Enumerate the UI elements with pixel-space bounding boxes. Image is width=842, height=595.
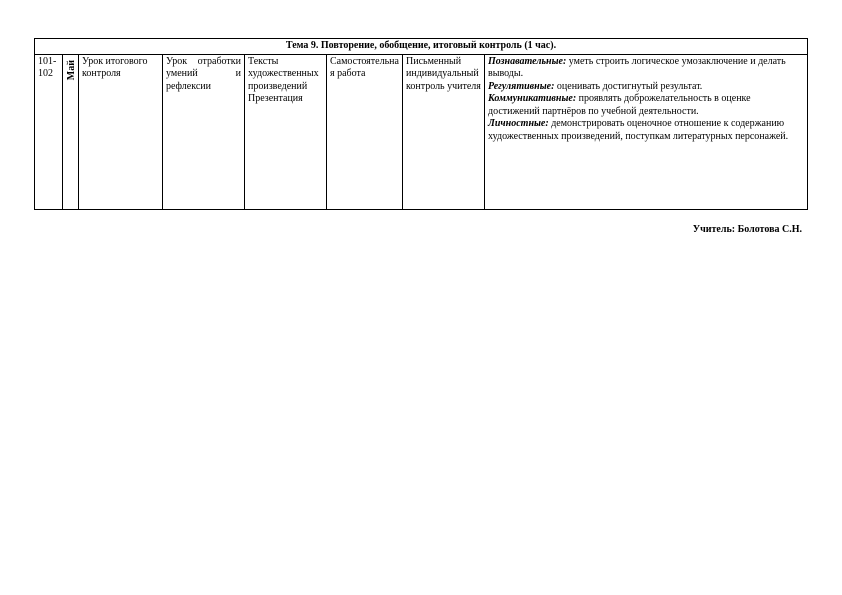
cell-materials: Тексты художественных произведений Презе… <box>245 54 327 209</box>
cell-work-form: Самостоятельная работа <box>327 54 403 209</box>
uud-reg: Регулятивные: оценивать достигнутый резу… <box>488 81 804 94</box>
uud-reg-text: оценивать достигнутый результат. <box>554 81 702 92</box>
teacher-signature: Учитель: Болотова С.Н. <box>34 224 808 235</box>
cell-uud: Познавательные: уметь строить логическое… <box>485 54 808 209</box>
page: Тема 9. Повторение, обобщение, итоговый … <box>0 0 842 235</box>
table-header-row: Тема 9. Повторение, обобщение, итоговый … <box>35 39 808 55</box>
cell-control: Письменный индивидуальный контроль учите… <box>403 54 485 209</box>
uud-lich-label: Личностные: <box>488 118 549 129</box>
uud-reg-label: Регулятивные: <box>488 81 554 92</box>
uud-kom: Коммуникативные: проявлять доброжелатель… <box>488 93 804 118</box>
uud-poz-label: Познавательные: <box>488 56 566 67</box>
table-header: Тема 9. Повторение, обобщение, итоговый … <box>35 39 808 55</box>
lesson-table: Тема 9. Повторение, обобщение, итоговый … <box>34 38 808 210</box>
uud-kom-label: Коммуникативные: <box>488 93 576 104</box>
cell-lesson-type: Урок отработки умений и рефлексии <box>163 54 245 209</box>
uud-lich: Личностные: демонстрировать оценочное от… <box>488 118 804 143</box>
cell-month: Май <box>63 54 79 209</box>
cell-topic: Урок итогового контроля <box>79 54 163 209</box>
table-row: 101-102 Май Урок итогового контроля Урок… <box>35 54 808 209</box>
month-text: Май <box>66 56 79 84</box>
cell-number: 101-102 <box>35 54 63 209</box>
uud-poz: Познавательные: уметь строить логическое… <box>488 56 804 81</box>
